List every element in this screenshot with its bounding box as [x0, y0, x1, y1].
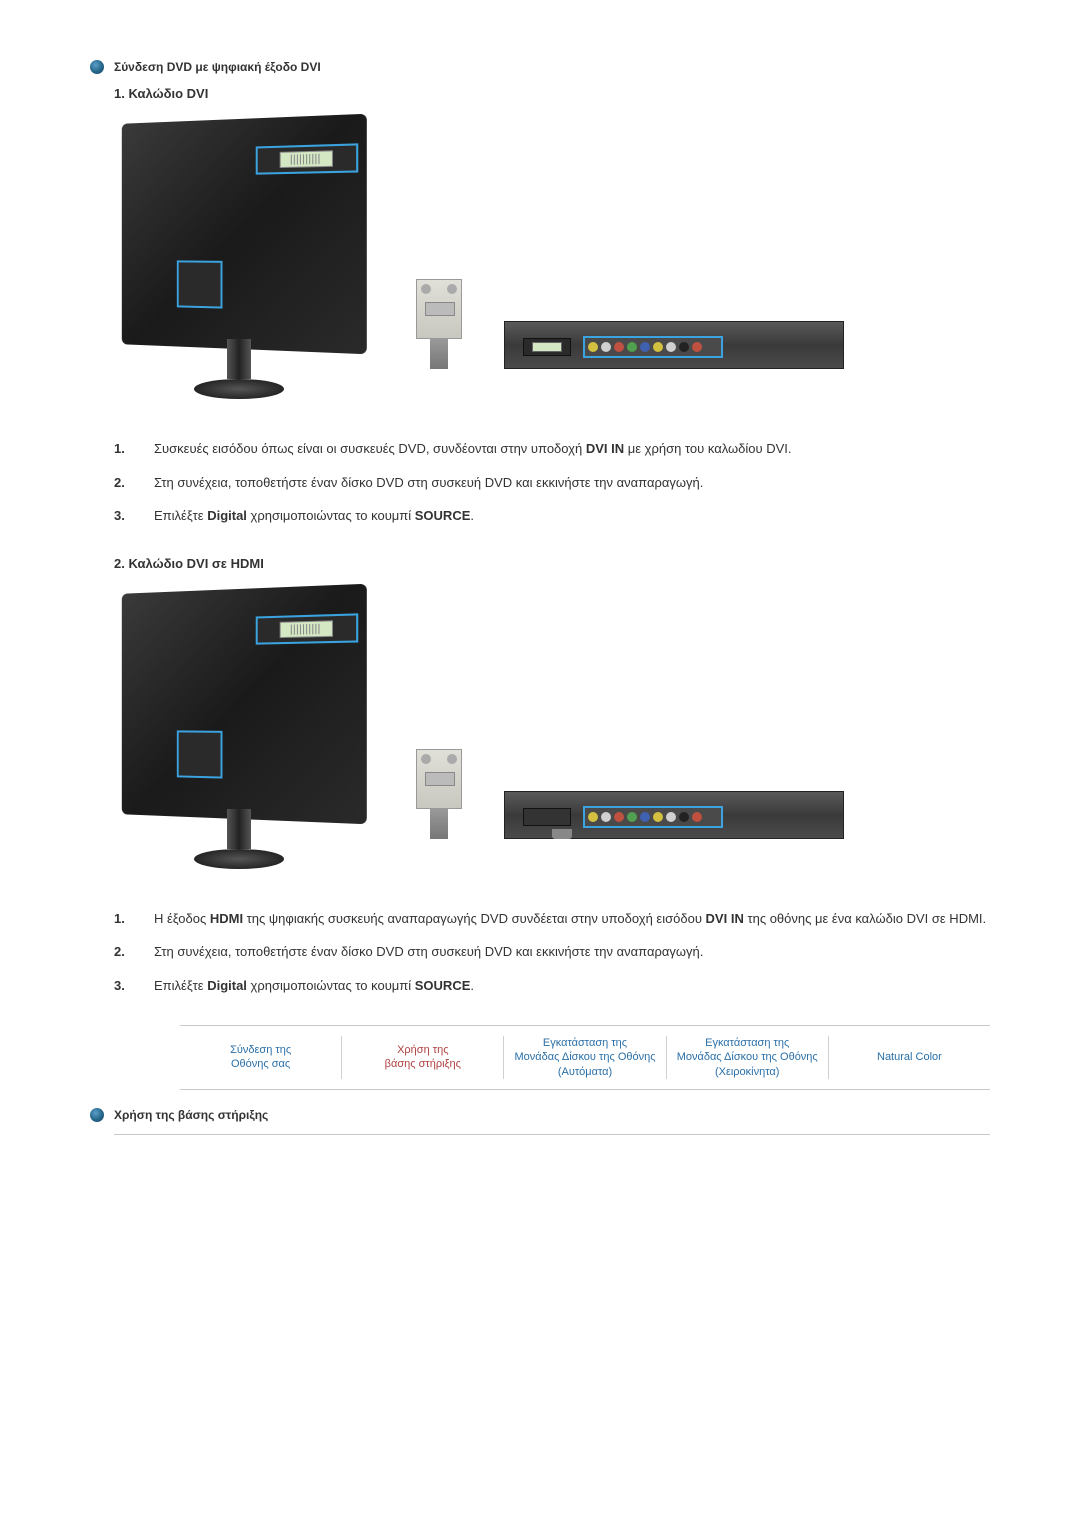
step-item: 3. Επιλέξτε Digital χρησιμοποιώντας το κ…	[114, 976, 990, 996]
step-item: 2. Στη συνέχεια, τοποθετήστε έναν δίσκο …	[114, 473, 990, 493]
section-divider	[114, 1134, 990, 1135]
section-title: Σύνδεση DVD με ψηφιακή έξοδο DVI	[114, 60, 321, 74]
step-item: 3. Επιλέξτε Digital χρησιμοποιώντας το κ…	[114, 506, 990, 526]
figure-dvi-connection	[114, 119, 990, 399]
step-item: 2. Στη συνέχεια, τοποθετήστε έναν δίσκο …	[114, 942, 990, 962]
dvd-player-graphic	[504, 321, 844, 369]
hdmi-port	[552, 829, 572, 839]
dvd-ports-highlight	[583, 336, 723, 358]
section-header-dvd-dvi: Σύνδεση DVD με ψηφιακή έξοδο DVI	[90, 60, 990, 74]
subheading-dvi-cable: 1. Καλώδιο DVI	[114, 86, 990, 101]
dvi-connector-graphic	[394, 749, 484, 839]
figure-dvi-hdmi-connection	[114, 589, 990, 869]
dvi-in-highlight	[256, 143, 359, 174]
subheading-dvi-hdmi-cable: 2. Καλώδιο DVI σε HDMI	[114, 556, 990, 571]
bullet-icon	[90, 1108, 104, 1122]
monitor-graphic	[114, 119, 374, 399]
nav-natural-color[interactable]: Natural Color	[829, 1036, 990, 1079]
footer-nav: Σύνδεση της Οθόνης σας Χρήση της βάσης σ…	[180, 1025, 990, 1090]
dvi-in-highlight	[256, 613, 359, 644]
section-title: Χρήση της βάσης στήριξης	[114, 1108, 268, 1122]
nav-use-stand[interactable]: Χρήση της βάσης στήριξης	[342, 1036, 504, 1079]
dvd-ports-highlight	[583, 806, 723, 828]
nav-connect-monitor[interactable]: Σύνδεση της Οθόνης σας	[180, 1036, 342, 1079]
lower-port-highlight	[177, 260, 223, 308]
bullet-icon	[90, 60, 104, 74]
monitor-graphic	[114, 589, 374, 869]
lower-port-highlight	[177, 730, 223, 778]
section-header-stand: Χρήση της βάσης στήριξης	[90, 1108, 990, 1122]
step-item: 1. Συσκευές εισόδου όπως είναι οι συσκευ…	[114, 439, 990, 459]
nav-install-driver-manual[interactable]: Εγκατάσταση της Μονάδας Δίσκου της Οθόνη…	[667, 1036, 829, 1079]
step-item: 1. Η έξοδος HDMI της ψηφιακής συσκευής α…	[114, 909, 990, 929]
steps-list-1: 1. Συσκευές εισόδου όπως είναι οι συσκευ…	[114, 439, 990, 526]
dvd-player-graphic	[504, 791, 844, 839]
nav-install-driver-auto[interactable]: Εγκατάσταση της Μονάδας Δίσκου της Οθόνη…	[504, 1036, 666, 1079]
steps-list-2: 1. Η έξοδος HDMI της ψηφιακής συσκευής α…	[114, 909, 990, 996]
dvi-connector-graphic	[394, 279, 484, 369]
